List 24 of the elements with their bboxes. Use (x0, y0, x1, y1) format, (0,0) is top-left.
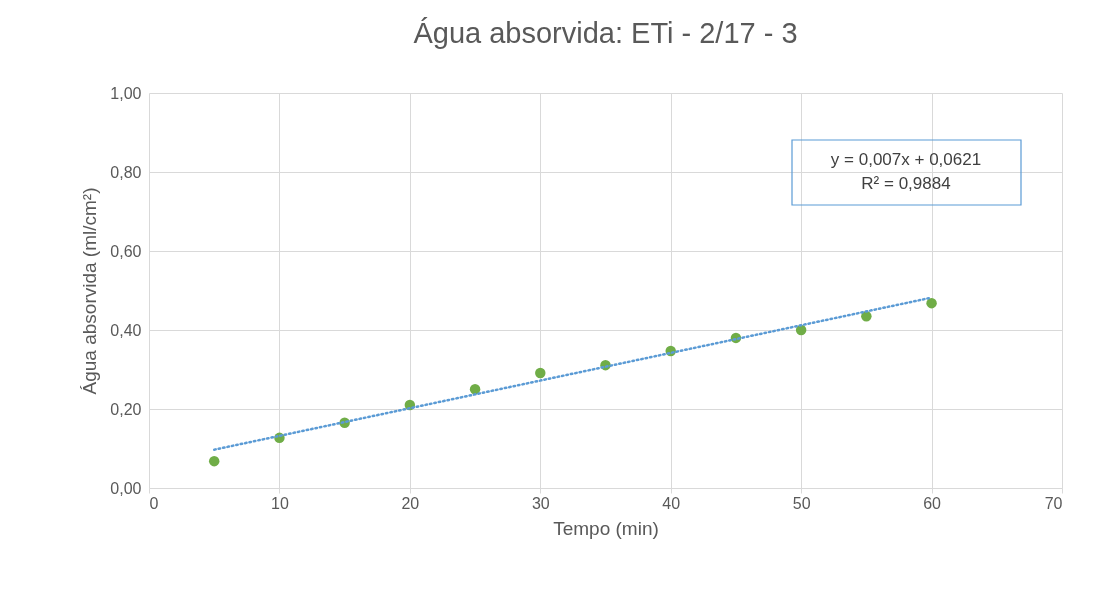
point (208, 455, 220, 467)
x-tick-label: 20 (401, 494, 420, 512)
chart-title: Água absorvida: ETi - 2/17 - 3 (413, 17, 798, 49)
y-tick-label: 0,80 (110, 163, 142, 181)
point (926, 297, 937, 309)
x-tick-label: 50 (792, 494, 811, 512)
x-tick-label: 0 (149, 494, 159, 512)
point (469, 384, 481, 395)
y-tick-label: 0,20 (110, 400, 142, 418)
x-tick-label: 70 (1044, 494, 1063, 512)
y-axis-title: Água absorvida (ml/cm²) (79, 187, 101, 395)
x-axis-title: Tempo (min) (553, 517, 659, 539)
x-tick-label: 30 (531, 494, 550, 512)
point (535, 367, 546, 379)
x-tick-label: 10 (271, 494, 289, 512)
x-tick-label: 60 (923, 494, 942, 512)
annotation: R² = 0,9884 (861, 174, 951, 193)
y-tick-label: 0,40 (110, 321, 142, 339)
y-tick-label: 0,00 (110, 479, 142, 497)
annotation: y = 0,007x + 0,0621 (830, 150, 982, 169)
y-tick-label: 0,60 (110, 242, 142, 260)
x-tick-label: 40 (662, 494, 681, 512)
y-tick-label: 1,00 (110, 84, 142, 102)
point (795, 324, 807, 336)
